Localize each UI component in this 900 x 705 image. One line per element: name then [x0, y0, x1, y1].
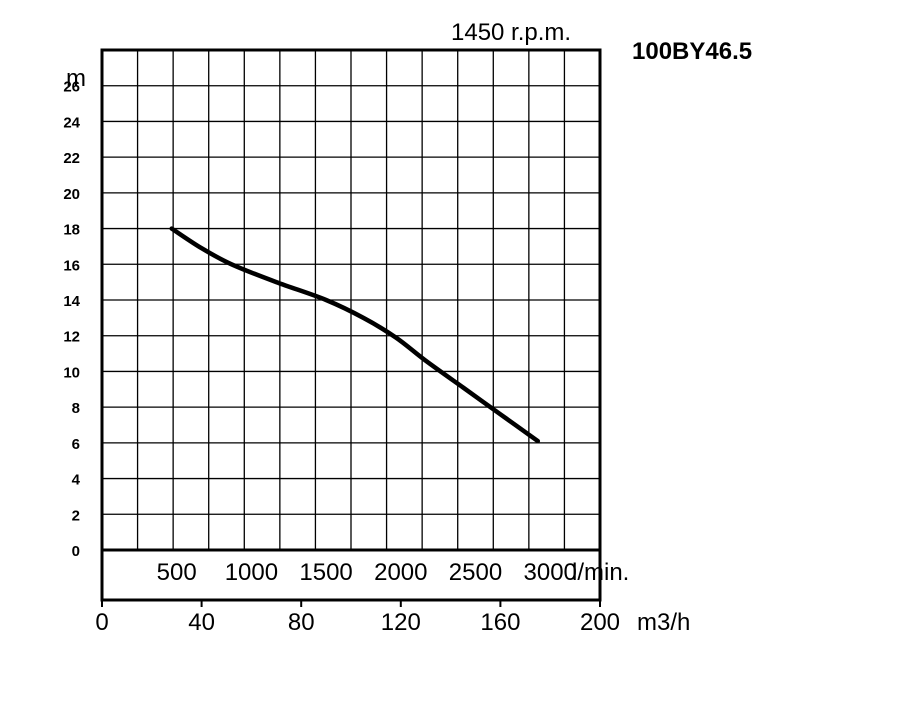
y-tick-label: 6: [72, 436, 80, 453]
secondary-x-tick-label: 500: [157, 559, 197, 586]
x-axis-label: m3/h: [637, 609, 690, 636]
y-tick-label: 20: [63, 186, 80, 203]
x-tick-label: 120: [381, 609, 421, 636]
x-tick-label: 200: [580, 609, 620, 636]
x-axis-ticks: 0 40 80 120 160 200: [95, 600, 620, 636]
y-tick-label: 18: [63, 222, 80, 239]
x-tick-label: 0: [95, 609, 108, 636]
y-tick-label: 10: [63, 364, 80, 381]
y-tick-label: 12: [63, 329, 80, 346]
grid: [102, 50, 600, 550]
y-tick-label: 26: [63, 79, 80, 96]
y-tick-label: 0: [72, 543, 80, 560]
secondary-x-axis-ticks: 500 1000 1500 2000 2500 3000: [157, 559, 577, 586]
head-flow-curve: [169, 226, 541, 444]
y-axis-label: m: [66, 65, 86, 92]
secondary-x-tick-label: 3000: [524, 559, 577, 586]
model-title: 100BY46.5: [632, 38, 752, 65]
secondary-x-tick-label: 1000: [225, 559, 278, 586]
x-tick-label: 80: [288, 609, 315, 636]
secondary-x-axis-label: l/min.: [572, 559, 629, 586]
y-tick-label: 24: [63, 114, 80, 131]
x-tick-label: 40: [188, 609, 215, 636]
y-tick-label: 14: [63, 293, 80, 310]
secondary-x-tick-label: 2000: [374, 559, 427, 586]
secondary-x-tick-label: 1500: [299, 559, 352, 586]
secondary-axis-band: [100, 548, 602, 602]
y-tick-label: 2: [72, 507, 80, 524]
y-tick-label: 8: [72, 400, 80, 417]
y-tick-label: 4: [72, 472, 81, 489]
speed-subtitle: 1450 r.p.m.: [451, 19, 571, 46]
y-tick-label: 22: [63, 150, 80, 167]
secondary-x-tick-label: 2500: [449, 559, 502, 586]
x-tick-label: 160: [480, 609, 520, 636]
y-tick-label: 16: [63, 257, 80, 274]
